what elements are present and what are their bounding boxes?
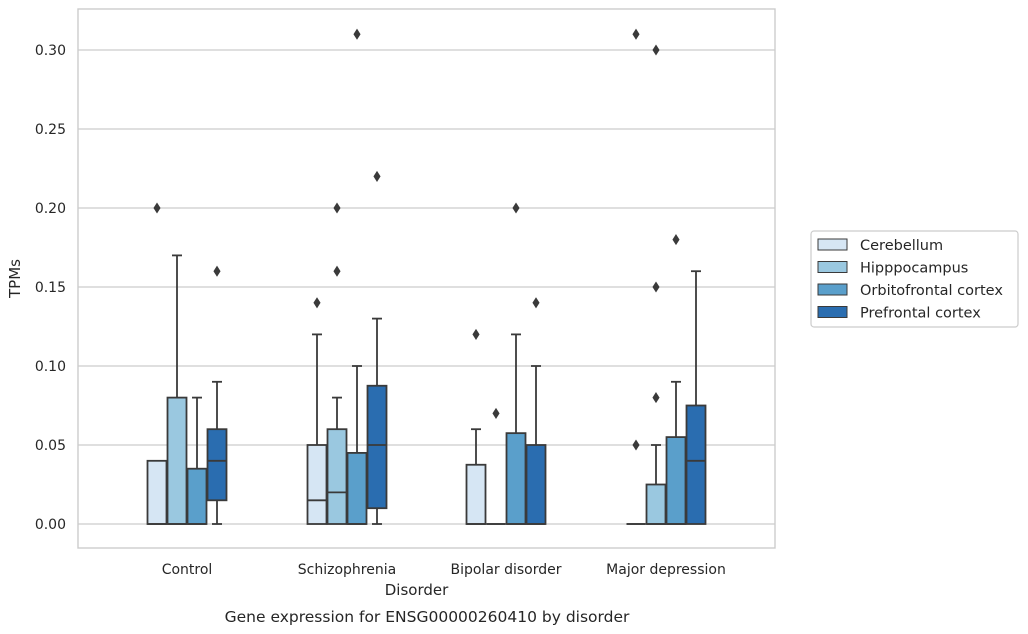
y-tick-label: 0.05 [35,438,66,454]
x-tick-label: Major depression [606,562,726,578]
outlier-point [213,265,221,277]
x-tick-label: Control [162,562,213,578]
chart-caption: Gene expression for ENSG00000260410 by d… [225,608,630,626]
legend-swatch [817,283,848,296]
legend-swatch [817,261,848,273]
y-axis-label: TPMs [6,259,24,299]
y-tick-label: 0.15 [35,280,66,296]
box-3-2 [525,297,547,525]
box-body [206,428,228,502]
outlier-point [472,328,480,340]
box-1-0 [166,254,188,525]
box-body [306,444,328,525]
box-body [465,463,487,525]
outlier-point [153,202,161,214]
box-body [665,436,687,525]
box-body [186,467,208,525]
outlier-point [373,170,381,182]
box-body [685,404,707,525]
outlier-point [632,28,640,40]
box-body [166,396,188,525]
box-0-1 [306,297,328,525]
outlier-point [333,202,341,214]
axes: 0.00 0.05 0.10 0.15 0.20 0.25 0.30 Control Schiz… [35,8,776,578]
outlier-point [313,297,321,309]
plot-area [146,28,707,525]
grid-lines [78,49,775,525]
legend: Cerebellum Hipppocampus Orbitofrontal cort… [810,230,1019,328]
outlier-point [353,28,361,40]
legend-swatch [817,306,848,318]
outlier-point [492,407,500,419]
legend-label: Cerebellum [860,238,943,254]
box-1-3 [645,44,667,525]
y-tick-label: 0.00 [35,517,66,533]
box-2-1 [346,28,368,525]
y-tick-label: 0.25 [35,122,66,138]
y-tick-label: 0.30 [35,43,66,59]
plot-frame [77,8,776,549]
x-tick-label: Bipolar disorder [450,562,561,578]
box-body [525,444,547,525]
outlier-point [532,297,540,309]
box-1-2 [486,407,506,525]
box-2-3 [665,234,687,525]
outlier-point [652,44,660,56]
box-0-3 [626,28,646,525]
y-tick-label: 0.20 [35,201,66,217]
box-1-1 [326,202,348,525]
box-body [505,432,527,525]
box-body [346,451,368,525]
outlier-point [632,439,640,451]
outlier-point [512,202,520,214]
legend-label: Orbitofrontal cortex [860,283,1003,299]
box-2-2 [505,202,527,525]
outlier-point [652,281,660,293]
outlier-point [652,392,660,404]
box-body [146,459,168,525]
box-0-2 [465,328,487,525]
box-3-1 [366,170,388,525]
box-body [326,428,348,525]
legend-frame [810,230,1019,328]
outlier-point [333,265,341,277]
x-tick-label: Schizophrenia [298,562,396,578]
box-0-0 [146,202,168,525]
box-3-3 [685,270,707,525]
box-body [645,483,667,525]
box-3-0 [206,265,228,525]
legend-label: Hipppocampus [860,261,968,277]
legend-label: Prefrontal cortex [860,306,981,322]
legend-swatch [817,238,848,251]
outlier-point [672,234,680,246]
y-tick-label: 0.10 [35,359,66,375]
x-axis-label: Disorder [385,581,449,599]
box-2-0 [186,396,208,525]
box-body [366,384,388,510]
